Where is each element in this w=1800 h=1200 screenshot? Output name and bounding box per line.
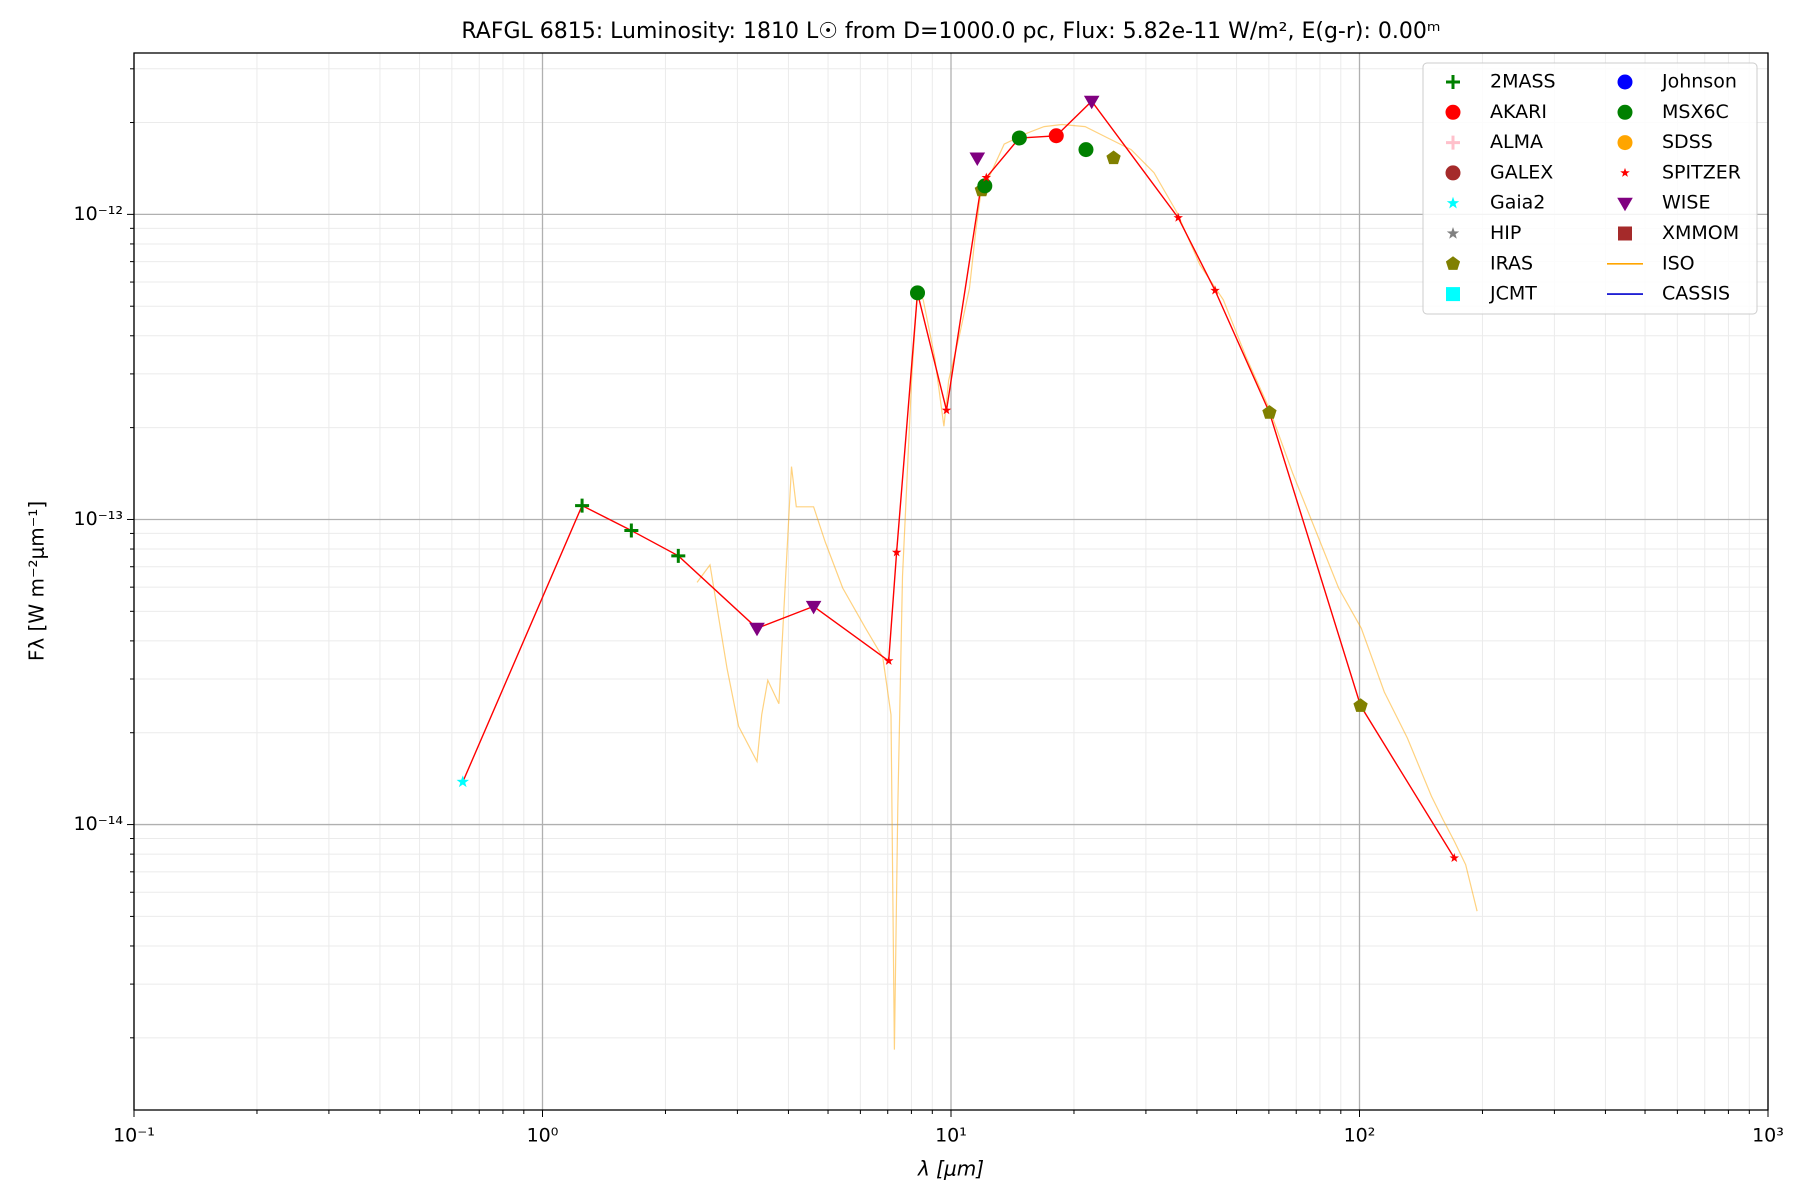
legend-marker	[1445, 165, 1461, 181]
legend-label: SDSS	[1662, 131, 1713, 153]
legend-label: Gaia2	[1490, 192, 1545, 214]
marker	[981, 172, 991, 182]
marker	[575, 498, 590, 513]
legend-label: ALMA	[1490, 131, 1543, 153]
legend-marker	[1620, 167, 1630, 177]
marker	[977, 178, 993, 194]
marker	[884, 655, 894, 665]
legend-label: JCMT	[1489, 283, 1537, 305]
legend-marker	[1618, 226, 1632, 241]
legend-label: Johnson	[1661, 71, 1737, 93]
legend-marker	[1446, 196, 1460, 209]
marker	[1173, 212, 1183, 222]
marker	[969, 152, 986, 166]
marker	[941, 405, 952, 415]
legend-marker	[1617, 135, 1633, 151]
y-tick-label: 10⁻¹⁴	[74, 813, 124, 835]
x-axis-label: λ [μm]	[917, 1157, 984, 1181]
x-tick-label: 10³	[1752, 1125, 1784, 1147]
legend-label: MSX6C	[1662, 101, 1729, 123]
legend: 2MASS AKARI ALMA GALEX Gaia2 HIP IRAS JCMT Johns…	[1422, 62, 1758, 315]
legend-label: CASSIS	[1662, 283, 1730, 305]
spectrum-line	[696, 123, 1478, 1050]
legend-label: SPITZER	[1662, 161, 1741, 183]
grid	[133, 53, 1769, 1110]
marker	[749, 622, 765, 637]
legend-box	[1422, 62, 1758, 315]
legend-marker	[1446, 227, 1460, 239]
legend-label: GALEX	[1490, 161, 1553, 183]
legend-marker	[1446, 135, 1460, 150]
marker	[1262, 405, 1277, 419]
legend-label: IRAS	[1490, 252, 1533, 274]
plot-data	[456, 95, 1478, 1050]
marker	[1353, 698, 1368, 712]
y-tick-label: 10⁻¹³	[74, 508, 123, 530]
marker	[1048, 128, 1064, 144]
legend-marker	[1617, 74, 1633, 90]
legend-label: WISE	[1662, 192, 1710, 214]
marker	[910, 285, 926, 301]
legend-marker	[1617, 197, 1633, 212]
sed-line	[462, 100, 1455, 859]
marker	[456, 775, 469, 788]
legend-marker	[1617, 104, 1633, 120]
legend-label: XMMOM	[1662, 222, 1739, 244]
legend-marker	[1446, 287, 1460, 302]
legend-marker	[1446, 75, 1460, 89]
y-tick-label: 10⁻¹²	[74, 203, 123, 225]
ticks: 10⁻¹ 10⁰ 10¹ 10² 10³ 10⁻¹⁴ 10⁻¹³ 10⁻¹²	[74, 68, 1784, 1147]
marker	[1078, 142, 1094, 158]
legend-marker	[1445, 104, 1461, 120]
marker	[671, 548, 686, 563]
x-tick-label: 10⁰	[527, 1125, 559, 1147]
legend-label: ISO	[1662, 252, 1695, 274]
marker	[624, 523, 639, 538]
marker	[805, 600, 822, 615]
legend-label: 2MASS	[1490, 71, 1556, 93]
x-tick-label: 10¹	[935, 1125, 967, 1147]
marker	[891, 547, 902, 557]
marker	[1083, 95, 1100, 110]
marker	[1449, 853, 1459, 862]
marker	[1011, 130, 1027, 146]
marker	[1106, 150, 1121, 165]
y-axis-label: Fλ [W m⁻²μm⁻¹]	[25, 501, 49, 661]
legend-label: HIP	[1490, 222, 1521, 244]
chart-title: RAFGL 6815: Luminosity: 1810 L☉ from D=1…	[461, 19, 1440, 44]
x-tick-label: 10⁻¹	[113, 1125, 155, 1147]
legend-label: AKARI	[1490, 101, 1547, 123]
legend-marker	[1445, 256, 1461, 270]
marker	[1210, 285, 1220, 295]
x-tick-label: 10²	[1344, 1125, 1376, 1147]
